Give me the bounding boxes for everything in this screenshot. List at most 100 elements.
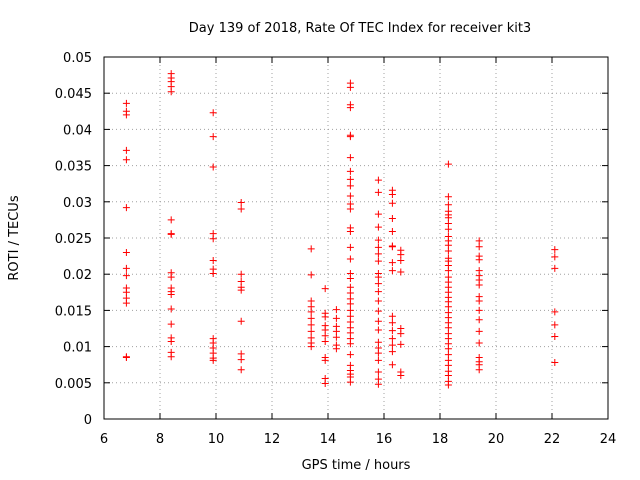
y-tick-label: 0.025 [55, 232, 92, 247]
data-point [388, 191, 396, 199]
data-point [122, 146, 130, 154]
data-point [388, 312, 396, 320]
y-tick-label: 0.015 [55, 304, 92, 319]
data-point [122, 99, 130, 107]
data-point [374, 297, 382, 305]
x-tick-label: 20 [488, 432, 505, 447]
data-point [321, 338, 329, 346]
x-tick-label: 8 [156, 432, 164, 447]
data-point [346, 255, 354, 263]
data-point [397, 256, 405, 264]
data-point [397, 330, 405, 338]
data-point [321, 285, 329, 293]
data-point [374, 356, 382, 364]
data-point [374, 307, 382, 315]
data-point [307, 245, 315, 253]
x-tick-label: 22 [544, 432, 561, 447]
data-point [388, 267, 396, 275]
data-point [388, 341, 396, 349]
data-point [374, 326, 382, 334]
x-tick-label: 10 [208, 432, 225, 447]
x-tick-label: 12 [264, 432, 281, 447]
data-point [374, 349, 382, 357]
data-point [475, 366, 483, 374]
data-point [551, 253, 559, 261]
data-point [122, 299, 130, 307]
data-point [388, 319, 396, 327]
data-point [388, 348, 396, 356]
data-point [346, 154, 354, 162]
data-point [374, 280, 382, 288]
data-point [374, 243, 382, 251]
data-point [237, 286, 245, 294]
x-tick-label: 14 [320, 432, 337, 447]
y-tick-label: 0.01 [63, 341, 92, 356]
data-point [321, 313, 329, 321]
data-point [346, 340, 354, 348]
data-point [475, 243, 483, 251]
data-point [346, 205, 354, 213]
data-point [346, 275, 354, 283]
data-point [307, 327, 315, 335]
data-point [551, 359, 559, 367]
data-point [167, 273, 175, 281]
data-point [397, 268, 405, 276]
data-point [346, 83, 354, 91]
data-point [122, 248, 130, 256]
data-point [307, 271, 315, 279]
data-point [237, 356, 245, 364]
grid-lines [104, 57, 608, 419]
data-point [332, 345, 340, 353]
data-point [237, 270, 245, 278]
y-tick-label: 0.005 [55, 377, 92, 392]
data-point [167, 88, 175, 96]
data-point [332, 333, 340, 341]
data-point [374, 236, 382, 244]
data-point [374, 223, 382, 231]
data-point [374, 210, 382, 218]
data-point [388, 214, 396, 222]
data-point [122, 353, 130, 361]
data-point [332, 306, 340, 314]
y-tick-label: 0.03 [63, 196, 92, 211]
data-point [374, 368, 382, 376]
data-point [388, 327, 396, 335]
data-point [346, 104, 354, 112]
data-point [444, 193, 452, 201]
data-point [444, 381, 452, 389]
chart-title: Day 139 of 2018, Rate Of TEC Index for r… [189, 21, 531, 36]
data-point [346, 351, 354, 359]
y-axis-label: ROTI / TECUs [7, 195, 22, 280]
x-axis-label: GPS time / hours [302, 458, 411, 473]
data-point [332, 314, 340, 322]
data-point [346, 167, 354, 175]
data-point [209, 235, 217, 243]
data-point [122, 264, 130, 272]
data-point [374, 380, 382, 388]
data-point [209, 133, 217, 141]
data-point [307, 308, 315, 316]
data-point [444, 267, 452, 275]
data-point [209, 269, 217, 277]
data-point [209, 163, 217, 171]
data-point [374, 176, 382, 184]
data-point [346, 300, 354, 308]
x-tick-label: 6 [100, 432, 108, 447]
data-point [346, 133, 354, 141]
data-point [475, 316, 483, 324]
data-point [388, 335, 396, 343]
data-point [209, 109, 217, 117]
data-point [388, 243, 396, 251]
data-point [551, 246, 559, 254]
data-point [374, 288, 382, 296]
y-tick-label: 0.045 [55, 87, 92, 102]
data-point [551, 308, 559, 316]
data-point [237, 317, 245, 325]
data-point [346, 378, 354, 386]
data-point [388, 259, 396, 267]
data-point [388, 227, 396, 235]
data-point [475, 327, 483, 335]
data-point [551, 332, 559, 340]
data-point [209, 356, 217, 364]
